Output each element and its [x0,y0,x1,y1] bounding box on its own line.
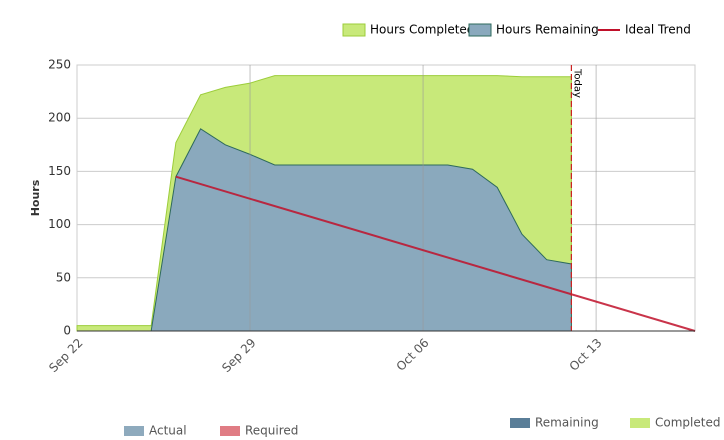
x-tick-label: Oct 13 [567,336,605,374]
y-axis-label: Hours [29,179,42,216]
y-tick-label: 50 [56,270,71,284]
today-label: Today [571,68,582,98]
y-tick-label: 200 [48,111,71,125]
legend-label: Hours Completed [370,23,474,37]
y-tick-label: 250 [48,58,71,72]
y-tick-label: 150 [48,164,71,178]
remaining-area [77,128,572,332]
legend-label: Actual [149,424,187,438]
ideal-trend-line [175,175,696,332]
legend-label: Ideal Trend [625,23,691,37]
legend-swatch [468,23,492,37]
x-tick-label: Oct 06 [394,336,432,374]
legend-swatch [342,23,366,37]
legend-swatch [220,426,240,436]
legend-swatch [124,426,144,436]
legend-label: Remaining [535,416,599,430]
legend-label: Required [245,424,298,438]
y-tick-label: 100 [48,217,71,231]
legend-label: Completed [655,416,720,430]
x-tick-label: Sep 29 [219,336,258,375]
x-tick-label: Sep 22 [46,336,85,375]
legend-label: Hours Remaining [496,23,599,37]
y-tick-label: 0 [63,324,71,338]
legend-swatch [510,418,530,428]
legend-swatch [630,418,650,428]
